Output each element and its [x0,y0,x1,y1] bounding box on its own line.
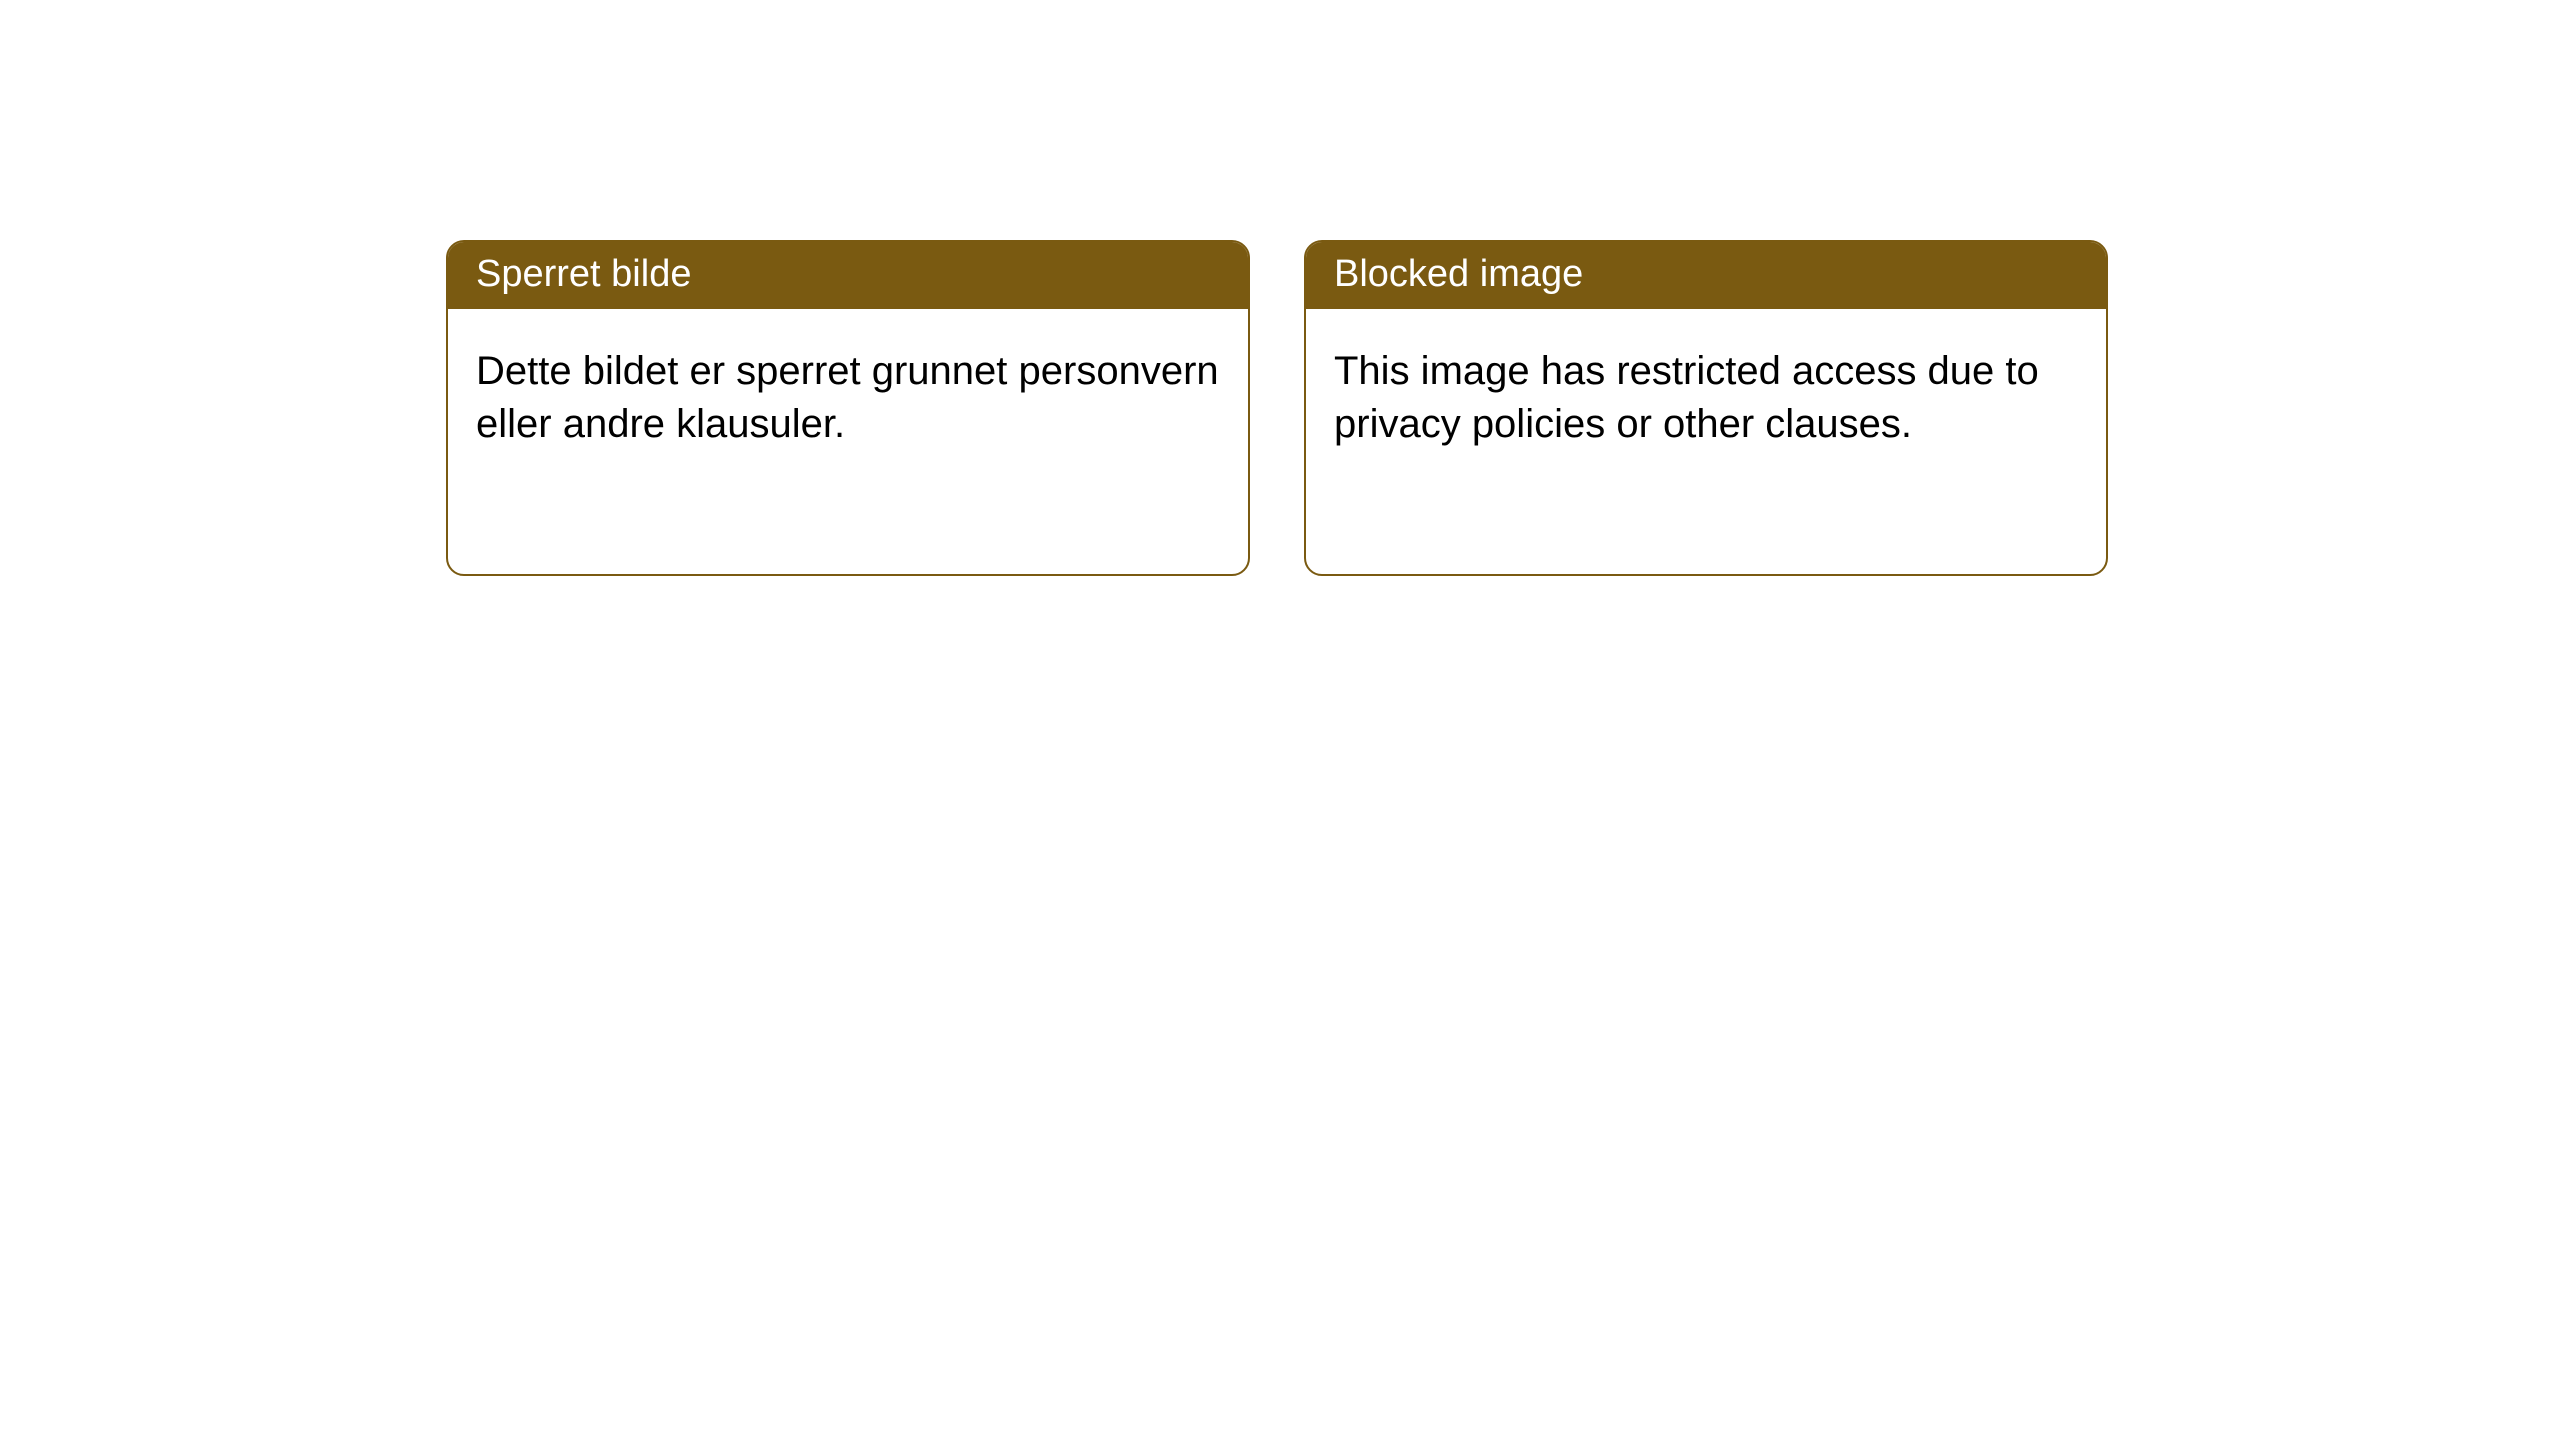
card-body-norwegian: Dette bildet er sperret grunnet personve… [448,309,1248,487]
card-title-english: Blocked image [1306,242,2106,309]
blocked-image-card-norwegian: Sperret bilde Dette bildet er sperret gr… [446,240,1250,576]
notice-cards-container: Sperret bilde Dette bildet er sperret gr… [0,0,2560,576]
card-title-norwegian: Sperret bilde [448,242,1248,309]
card-body-english: This image has restricted access due to … [1306,309,2106,487]
blocked-image-card-english: Blocked image This image has restricted … [1304,240,2108,576]
